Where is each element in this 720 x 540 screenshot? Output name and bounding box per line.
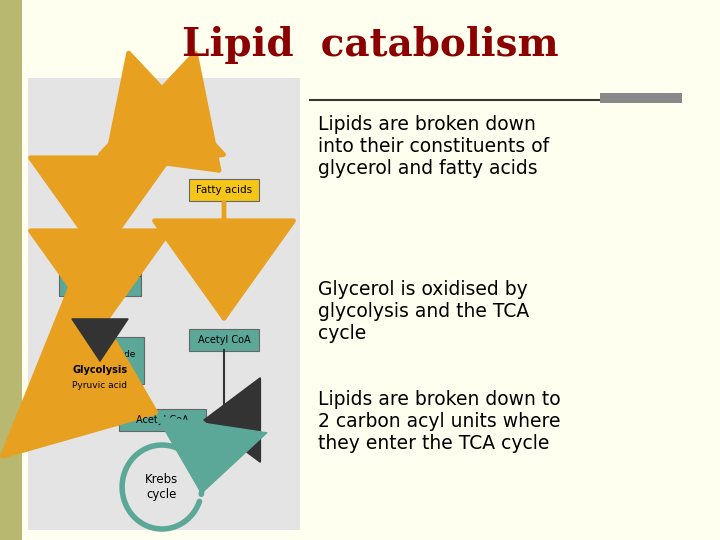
Text: Fatty acids: Fatty acids	[196, 185, 252, 195]
Text: Acetyl CoA: Acetyl CoA	[135, 415, 189, 425]
Text: Krebs
cycle: Krebs cycle	[145, 473, 179, 501]
FancyBboxPatch shape	[65, 179, 135, 201]
FancyBboxPatch shape	[125, 98, 199, 118]
FancyBboxPatch shape	[28, 78, 300, 530]
Text: Glycerol is oxidised by
glycolysis and the TCA
cycle: Glycerol is oxidised by glycolysis and t…	[318, 280, 529, 343]
Text: Beta oxidation: Beta oxidation	[210, 240, 276, 249]
Text: Glyceraldehyde
3 phosphate: Glyceraldehyde 3 phosphate	[64, 350, 135, 370]
FancyBboxPatch shape	[59, 264, 141, 296]
Text: Lipids (fats): Lipids (fats)	[133, 103, 191, 113]
Text: Glycolysis: Glycolysis	[73, 365, 127, 375]
Text: Glycerol: Glycerol	[78, 185, 122, 195]
FancyBboxPatch shape	[189, 179, 259, 201]
Text: Lipid  catabolism: Lipid catabolism	[181, 26, 558, 64]
FancyBboxPatch shape	[56, 336, 143, 383]
FancyBboxPatch shape	[600, 93, 682, 103]
Text: Lipids are broken down
into their constituents of
glycerol and fatty acids: Lipids are broken down into their consti…	[318, 115, 549, 178]
Text: Lipase: Lipase	[171, 131, 199, 139]
FancyBboxPatch shape	[119, 409, 205, 431]
FancyBboxPatch shape	[189, 329, 259, 351]
FancyBboxPatch shape	[0, 0, 22, 540]
Text: Acetyl CoA: Acetyl CoA	[198, 335, 251, 345]
Text: Dihydroxyacetone
phosphate: Dihydroxyacetone phosphate	[59, 271, 141, 289]
Text: Lipids are broken down to
2 carbon acyl units where
they enter the TCA cycle: Lipids are broken down to 2 carbon acyl …	[318, 390, 561, 453]
Text: Pyruvic acid: Pyruvic acid	[73, 381, 127, 390]
